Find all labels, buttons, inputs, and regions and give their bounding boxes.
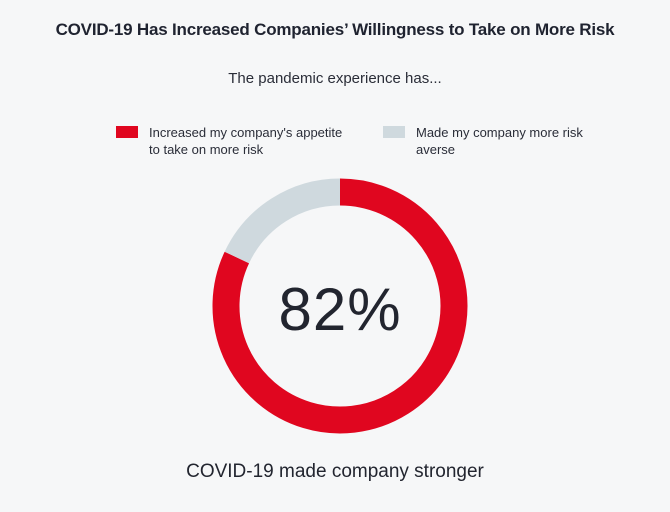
legend-swatch-risk-averse <box>383 126 405 138</box>
legend-item-risk-averse: Made my company more risk averse <box>383 124 601 158</box>
legend-swatch-risk-appetite <box>116 126 138 138</box>
chart-caption: COVID-19 made company stronger <box>186 461 484 482</box>
legend-label-risk-appetite: Increased my company's appetite to take … <box>149 125 343 157</box>
donut-center-value: 82% <box>278 276 402 343</box>
donut-slice-risk-appetite <box>212 178 468 434</box>
chart-subtitle: The pandemic experience has... <box>228 70 442 87</box>
chart-title: COVID-19 Has Increased Companies’ Willin… <box>55 20 615 39</box>
donut-slice-risk-averse <box>224 178 341 264</box>
legend-item-risk-appetite: Increased my company's appetite to take … <box>116 124 349 158</box>
legend-label-risk-averse: Made my company more risk averse <box>416 125 583 157</box>
